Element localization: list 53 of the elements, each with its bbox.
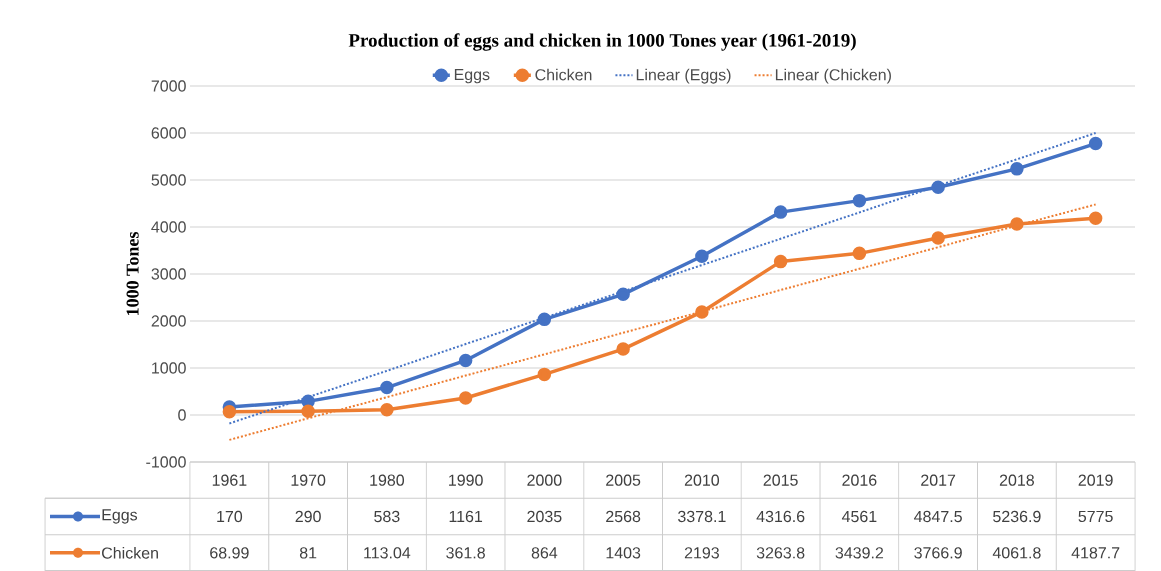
data-label: 3439.2 xyxy=(835,547,884,559)
x-tick-label: 2019 xyxy=(1078,474,1113,486)
y-tick-label: 4000 xyxy=(151,221,186,233)
x-tick-label: 1980 xyxy=(370,474,405,486)
data-label: 68.99 xyxy=(210,547,249,559)
x-tick-label: 2000 xyxy=(527,474,562,486)
x-tick-label: 2015 xyxy=(763,474,798,486)
data-label: 1403 xyxy=(606,547,641,559)
text: Eggs xyxy=(102,509,138,524)
y-axis-title: 1000 Tones xyxy=(126,231,139,315)
x-tick-label: 2017 xyxy=(921,474,956,486)
data-label: 4561 xyxy=(841,510,877,523)
x-tick-label: 2016 xyxy=(842,474,877,486)
chart-title: Production of eggs and chicken in 1000 Tones year (1961-2019) xyxy=(348,33,856,51)
y-tick-label: 1000 xyxy=(152,362,186,374)
text: Chicken xyxy=(102,546,158,559)
data-label: 864 xyxy=(531,547,558,559)
legend-label: Linear (Eggs) xyxy=(636,68,731,84)
data-label: 3766.9 xyxy=(914,547,962,559)
data-label: 4187.7 xyxy=(1071,547,1120,559)
data-label: 4847.5 xyxy=(914,510,962,523)
x-tick-label: 2010 xyxy=(684,474,720,486)
data-label: 361.8 xyxy=(446,547,485,559)
data-label: 290 xyxy=(295,510,321,523)
legend-label: Linear (Chicken) xyxy=(775,68,891,84)
data-label: 1161 xyxy=(449,510,483,523)
y-tick-label: 6000 xyxy=(151,127,186,139)
data-label: 5775 xyxy=(1078,510,1113,523)
data-label: 4316.6 xyxy=(756,510,805,523)
legend-label: Chicken xyxy=(535,68,592,81)
x-tick-label: 1970 xyxy=(291,474,326,486)
y-tick-label: 7000 xyxy=(151,80,186,92)
y-tick-label: 3000 xyxy=(151,268,186,280)
x-tick-label: 1961 xyxy=(212,474,247,486)
data-label: 170 xyxy=(217,510,243,523)
data-label: 2568 xyxy=(606,510,641,523)
data-label: 81 xyxy=(299,547,317,559)
data-label: 3263.8 xyxy=(756,547,805,559)
y-tick-label: 0 xyxy=(178,409,186,421)
x-tick-label: 1990 xyxy=(449,474,483,486)
data-label: 3378.1 xyxy=(678,510,726,523)
legend-label: Eggs xyxy=(454,69,490,84)
y-tick-label: 2000 xyxy=(151,315,186,327)
data-label: 583 xyxy=(374,510,400,523)
x-tick-label: 2018 xyxy=(999,474,1034,486)
data-label: 2193 xyxy=(684,547,719,559)
data-label: 113.04 xyxy=(364,547,411,559)
x-tick-label: 2005 xyxy=(606,474,641,486)
data-label: 2035 xyxy=(527,510,562,523)
data-label: 5236.9 xyxy=(993,510,1041,523)
y-tick-label: -1000 xyxy=(146,456,186,468)
data-label: 4061.8 xyxy=(992,547,1041,559)
y-tick-label: 5000 xyxy=(151,174,186,186)
